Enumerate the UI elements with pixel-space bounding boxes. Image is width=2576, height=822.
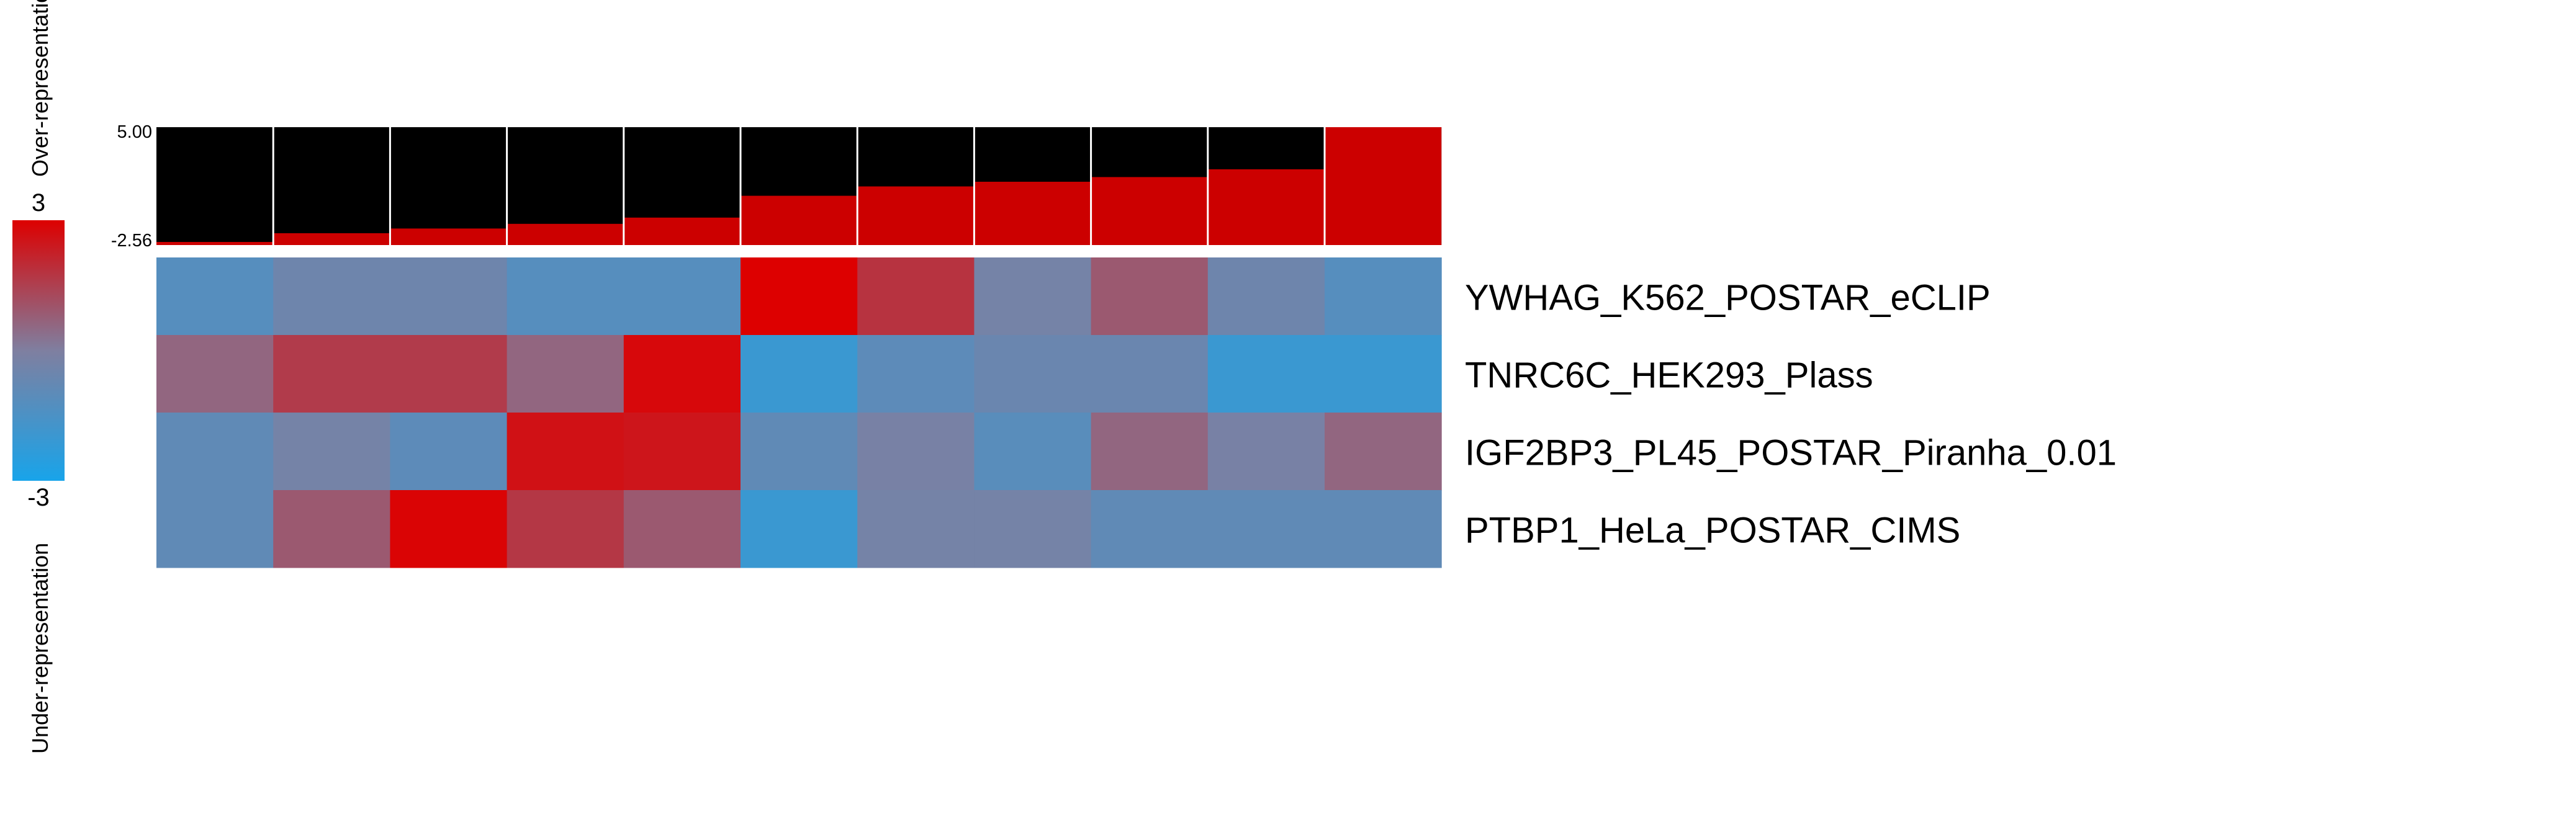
- heatmap-cell: [741, 413, 858, 491]
- heatmap-grid: [156, 257, 1442, 568]
- heatmap-cell: [974, 335, 1092, 413]
- bar-cell-bg: [156, 127, 274, 245]
- heatmap-cell: [623, 413, 741, 491]
- heatmap-cell: [390, 413, 508, 491]
- heatmap-cell: [857, 257, 975, 336]
- heatmap-cell: [741, 257, 858, 336]
- bar-ymax-label: 5.00: [117, 122, 152, 142]
- bar-panel: 5.00 -2.56: [111, 122, 1442, 251]
- bar-cell-bg: [273, 127, 390, 245]
- heatmap-cell: [156, 490, 274, 568]
- heatmap-cell: [507, 257, 624, 336]
- heatmap-cell: [974, 413, 1092, 491]
- heatmap-cell: [857, 413, 975, 491]
- bar-mark: [390, 228, 507, 245]
- heatmap-cell: [390, 257, 508, 336]
- heatmap-cell: [1207, 335, 1325, 413]
- heatmap-cell: [390, 335, 508, 413]
- bar-ymin-label: -2.56: [111, 231, 152, 251]
- heatmap-cell: [273, 335, 390, 413]
- row-label: TNRC6C_HEK293_Plass: [1465, 355, 1873, 396]
- heatmap-cell: [1325, 490, 1442, 568]
- legend-max-label: 3: [32, 189, 45, 217]
- heatmap-cell: [974, 490, 1092, 568]
- bar-mark: [857, 186, 975, 245]
- heatmap-cell: [623, 335, 741, 413]
- row-label: IGF2BP3_PL45_POSTAR_Piranha_0.01: [1465, 433, 2117, 473]
- bar-mark: [974, 181, 1091, 245]
- heatmap-cell: [741, 490, 858, 568]
- heatmap-cell: [741, 335, 858, 413]
- row-label: PTBP1_HeLa_POSTAR_CIMS: [1465, 511, 1960, 551]
- bar-mark: [1091, 177, 1208, 245]
- legend-min-label: -3: [27, 484, 50, 511]
- bar-mark: [273, 233, 390, 245]
- heatmap-cell: [273, 413, 390, 491]
- heatmap-cell: [390, 490, 508, 568]
- color-legend: Over-representation 3 -3 Under-represent…: [12, 0, 65, 754]
- heatmap-cell: [1091, 335, 1209, 413]
- bar-mark: [1325, 127, 1442, 245]
- bar-mark: [623, 217, 741, 245]
- bar-mark: [507, 223, 624, 245]
- heatmap-cell: [1325, 257, 1442, 336]
- heatmap-cell: [156, 335, 274, 413]
- heatmap-cell: [1325, 335, 1442, 413]
- heatmap-cell: [507, 413, 624, 491]
- heatmap-cell: [1091, 413, 1209, 491]
- heatmap-cell: [507, 335, 624, 413]
- bar-cell-bg: [390, 127, 507, 245]
- heatmap-cell: [156, 413, 274, 491]
- heatmap-cell: [1207, 490, 1325, 568]
- row-label: YWHAG_K562_POSTAR_eCLIP: [1465, 278, 1991, 318]
- heatmap-cell: [623, 490, 741, 568]
- heatmap-cell: [273, 257, 390, 336]
- bar-mark: [741, 195, 858, 245]
- heatmap-cell: [1207, 413, 1325, 491]
- heatmap-cell: [623, 257, 741, 336]
- heatmap-cell: [857, 335, 975, 413]
- heatmap-cell: [156, 257, 274, 336]
- heatmap-cell: [974, 257, 1092, 336]
- legend-under-label: Under-representation: [27, 543, 53, 754]
- bar-mark: [156, 242, 274, 245]
- heatmap-cell: [1325, 413, 1442, 491]
- heatmap-cell: [857, 490, 975, 568]
- legend-colorbar: [12, 220, 65, 481]
- heatmap-cell: [1091, 490, 1209, 568]
- heatmap-cell: [273, 490, 390, 568]
- heatmap-cell: [507, 490, 624, 568]
- bar-mark: [1207, 169, 1325, 245]
- row-labels: YWHAG_K562_POSTAR_eCLIP TNRC6C_HEK293_Pla…: [1465, 278, 2117, 551]
- heatmap-cell: [1091, 257, 1209, 336]
- heatmap-cell: [1207, 257, 1325, 336]
- legend-over-label: Over-representation: [27, 0, 53, 177]
